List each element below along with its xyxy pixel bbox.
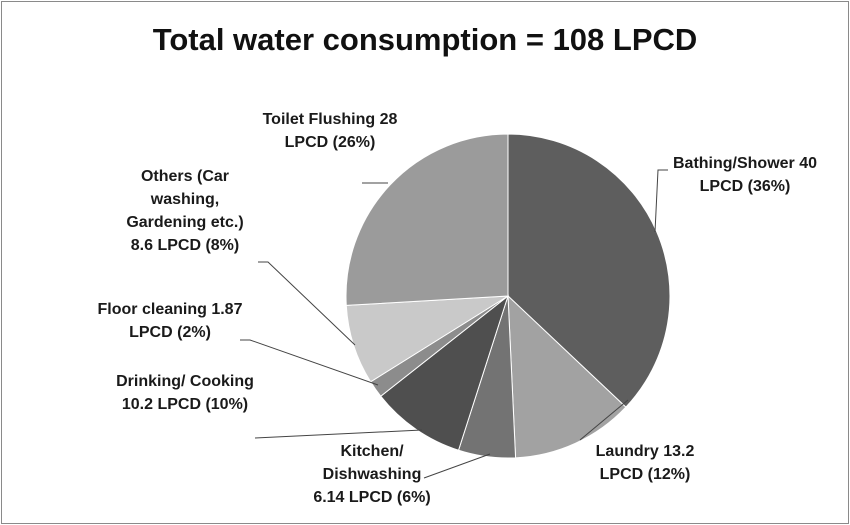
percentage-label: (2%) xyxy=(177,324,211,341)
value-label: 10.2 LPCD xyxy=(121,396,201,413)
percentage-label: (10%) xyxy=(205,396,249,413)
leader-line xyxy=(254,429,423,439)
category-label: Floor cleaning xyxy=(97,301,207,318)
data-label: Bathing/Shower 40 LPCD (36%) xyxy=(670,152,820,198)
leader-line xyxy=(423,453,491,479)
category-label: Drinking/ Cooking xyxy=(116,373,254,390)
category-label: Others (Car washing, Gardening etc.) xyxy=(126,168,244,231)
data-label: Kitchen/ Dishwashing 6.14 LPCD (6%) xyxy=(307,440,437,509)
category-label: Laundry xyxy=(595,443,659,460)
data-label: Laundry 13.2 LPCD (12%) xyxy=(593,440,697,486)
percentage-label: (36%) xyxy=(747,178,791,195)
percentage-label: (6%) xyxy=(396,489,431,506)
leader-lines xyxy=(240,169,668,479)
pie-slice xyxy=(380,294,509,451)
category-label: Toilet Flushing xyxy=(262,111,376,128)
percentage-label: (26%) xyxy=(332,134,376,151)
pie-slice xyxy=(507,294,627,459)
value-label: 6.14 LPCD xyxy=(313,489,393,506)
pie-slice xyxy=(507,133,671,408)
data-label: Drinking/ Cooking 10.2 LPCD (10%) xyxy=(115,370,255,416)
category-label: Bathing/Shower xyxy=(672,155,795,172)
value-label: 28 LPCD xyxy=(284,111,398,151)
percentage-label: (12%) xyxy=(647,466,691,483)
data-label: Toilet Flushing 28 LPCD (26%) xyxy=(255,108,405,154)
value-label: 13.2 LPCD xyxy=(599,443,695,483)
data-label: Floor cleaning 1.87 LPCD (2%) xyxy=(90,298,250,344)
value-label: 1.87 LPCD xyxy=(129,301,243,341)
value-label: 40 LPCD xyxy=(699,155,818,195)
pie-slice xyxy=(345,133,509,306)
leader-line xyxy=(240,339,379,386)
data-label: Others (Car washing, Gardening etc.) 8.6… xyxy=(115,165,255,257)
value-label: 8.6 LPCD xyxy=(130,237,201,254)
category-label: Kitchen/ Dishwashing xyxy=(322,443,422,483)
chart-title: Total water consumption = 108 LPCD xyxy=(152,22,698,57)
percentage-label: (8%) xyxy=(205,237,240,254)
leader-line xyxy=(654,169,668,233)
leader-line xyxy=(579,399,629,441)
leader-line xyxy=(258,261,356,346)
